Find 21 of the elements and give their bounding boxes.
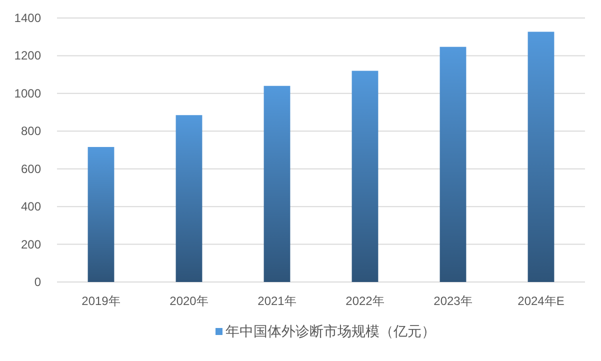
y-tick-label: 200 (20, 237, 42, 252)
y-tick-label: 1400 (14, 11, 42, 25)
x-tick-label: 2023年 (434, 294, 472, 308)
x-tick-label: 2022年 (346, 294, 384, 308)
x-tick-label: 2019年 (82, 294, 120, 308)
y-tick-label: 1000 (14, 86, 42, 100)
y-tick-label: 600 (20, 162, 42, 176)
bar (440, 46, 466, 282)
y-tick-label: 800 (20, 124, 42, 138)
bar (88, 146, 114, 282)
y-tick-label: 400 (20, 200, 42, 214)
bar (176, 115, 202, 282)
x-tick-label: 2021年 (258, 294, 296, 308)
bar (528, 32, 554, 282)
x-tick-label: 2020年 (170, 294, 208, 308)
legend-label: 年中国体外诊断市场规模（亿元） (226, 323, 436, 339)
bar (352, 70, 378, 282)
x-tick-label: 2024年E (518, 294, 564, 308)
bar (264, 86, 290, 282)
y-tick-label: 0 (34, 275, 42, 289)
y-tick-label: 1200 (14, 48, 42, 63)
